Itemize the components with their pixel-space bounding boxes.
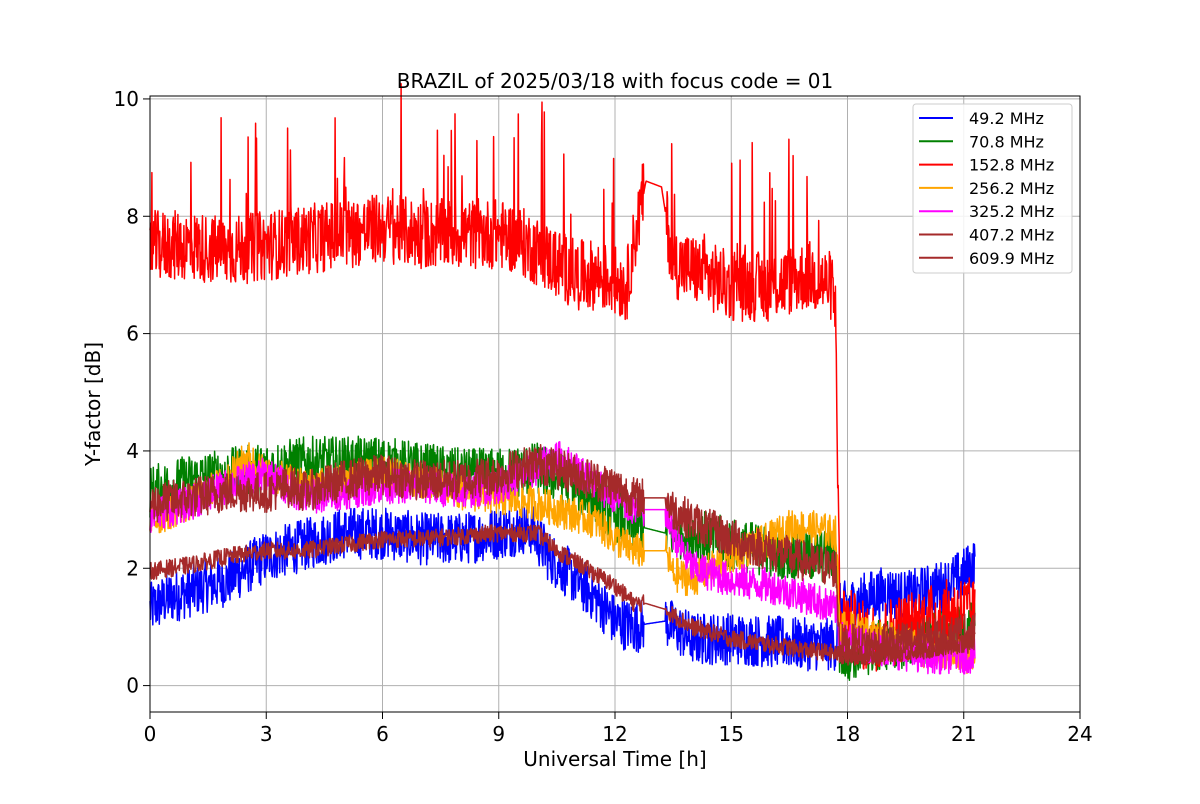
y-tick-label: 0	[126, 674, 139, 698]
legend-label: 49.2 MHz	[969, 109, 1044, 128]
x-tick-label: 18	[835, 722, 860, 746]
chart-title: BRAZIL of 2025/03/18 with focus code = 0…	[397, 69, 834, 93]
series-group	[149, 82, 976, 682]
x-tick-label: 15	[719, 722, 744, 746]
y-tick-label: 4	[126, 439, 139, 463]
legend-label: 256.2 MHz	[969, 179, 1054, 198]
legend-label: 70.8 MHz	[969, 132, 1044, 151]
series-line-5	[149, 443, 976, 666]
x-tick-label: 6	[376, 722, 389, 746]
series-line-2	[149, 82, 976, 672]
legend-label: 325.2 MHz	[969, 202, 1054, 221]
y-tick-label: 2	[126, 556, 139, 580]
x-axis-label: Universal Time [h]	[523, 747, 706, 771]
x-tick-label: 0	[144, 722, 157, 746]
y-tick-label: 8	[126, 204, 139, 228]
x-tick-label: 3	[260, 722, 273, 746]
series-line-6	[149, 523, 976, 666]
y-tick-label: 10	[114, 87, 139, 111]
y-axis-label: Y-factor [dB]	[81, 342, 105, 467]
x-tick-label: 12	[602, 722, 627, 746]
x-tick-label: 24	[1067, 722, 1092, 746]
x-tick-label: 21	[951, 722, 976, 746]
legend-label: 609.9 MHz	[969, 249, 1054, 268]
legend-label: 152.8 MHz	[969, 156, 1054, 175]
legend-box	[912, 103, 1073, 274]
y-tick-label: 6	[126, 322, 139, 346]
legend: 49.2 MHz 70.8 MHz 152.8 MHz 256.2 MHz 32…	[912, 103, 1073, 274]
x-tick-label: 9	[492, 722, 505, 746]
legend-label: 407.2 MHz	[969, 226, 1054, 245]
